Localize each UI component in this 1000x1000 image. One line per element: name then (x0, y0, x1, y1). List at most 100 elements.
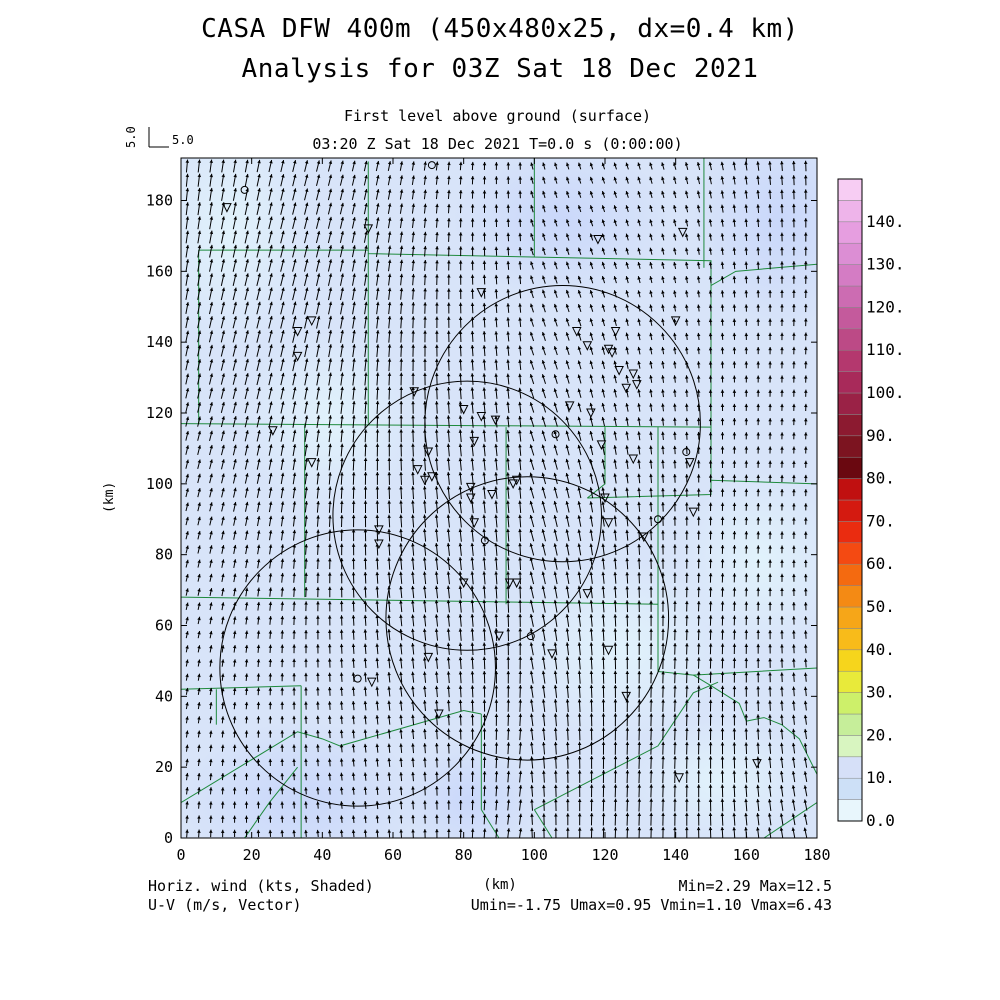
wind-vector (732, 361, 737, 369)
wind-vector (327, 188, 333, 201)
wind-vector (792, 630, 796, 639)
wind-vector (780, 474, 784, 482)
wind-vector (720, 361, 725, 369)
wind-vector (221, 573, 225, 583)
wind-vector (363, 400, 368, 414)
wind-vector (518, 742, 523, 755)
wind-vector (304, 174, 309, 187)
wind-vector (209, 573, 213, 582)
wind-vector (411, 771, 415, 782)
wind-vector (661, 812, 665, 826)
wind-vector (804, 460, 808, 468)
wind-vector (446, 387, 451, 400)
wind-vector (577, 628, 582, 642)
wind-vector (577, 472, 582, 484)
wind-vector (197, 758, 201, 766)
wind-vector (316, 287, 321, 301)
radar-range-ring (219, 529, 496, 807)
wind-vector (732, 332, 737, 340)
wind-vector (780, 686, 784, 697)
wind-vector (268, 230, 273, 244)
wind-vector (768, 318, 772, 326)
wind-vector (185, 602, 189, 610)
wind-vector (494, 204, 499, 213)
wind-vector (613, 812, 618, 826)
wind-vector (518, 345, 522, 356)
wind-vector (339, 202, 345, 215)
wind-vector (780, 460, 784, 468)
wind-vector (434, 614, 439, 627)
wind-vector (744, 232, 749, 242)
wind-vector (768, 261, 772, 270)
wind-vector (756, 784, 760, 797)
wind-vector (780, 418, 784, 426)
wind-vector (387, 528, 391, 542)
wind-vector (577, 642, 582, 656)
wind-vector (577, 332, 582, 341)
wind-vector (732, 247, 737, 256)
wind-vector (696, 290, 701, 298)
wind-vector (197, 659, 201, 667)
wind-vector (529, 458, 535, 470)
x-tick-label: 20 (243, 846, 261, 864)
wind-vector (684, 332, 689, 340)
wind-vector (494, 713, 499, 726)
wind-vector (256, 415, 261, 428)
wind-vector (601, 360, 606, 370)
wind-vector (423, 814, 427, 824)
wind-vector (720, 474, 725, 483)
wind-vector (661, 713, 665, 727)
wind-vector (339, 758, 344, 767)
wind-vector (577, 515, 582, 527)
wind-vector (458, 232, 463, 242)
colorbar-segment (837, 221, 863, 244)
wind-vector (363, 758, 368, 767)
wind-vector (661, 784, 665, 798)
wind-vector (601, 684, 606, 698)
wind-vector (625, 445, 629, 455)
wind-vector (613, 770, 618, 784)
wind-vector (256, 601, 261, 611)
wind-vector (292, 701, 296, 710)
wind-vector (708, 233, 713, 241)
wind-vector (696, 586, 701, 598)
wind-vector (375, 743, 380, 753)
wind-vector (208, 401, 214, 413)
wind-vector (208, 344, 214, 357)
wind-vector (339, 686, 344, 696)
station-triangle (476, 288, 487, 298)
wind-vector (732, 290, 737, 298)
wind-vector (434, 486, 439, 500)
wind-vector (280, 501, 285, 513)
wind-vector (280, 444, 285, 456)
wind-vector (351, 629, 356, 640)
wind-vector (209, 645, 213, 653)
wind-vector (506, 345, 510, 356)
wind-vector (684, 474, 689, 483)
wind-vector (649, 318, 653, 326)
wind-vector (518, 331, 522, 342)
wind-vector (244, 501, 249, 512)
wind-vector (458, 628, 463, 641)
wind-vector (779, 813, 784, 826)
station-triangle (504, 578, 515, 589)
wind-vector (589, 346, 594, 355)
wind-vector (792, 658, 796, 668)
wind-vector (351, 216, 356, 229)
wind-vector (292, 486, 297, 499)
wind-vector (542, 190, 546, 199)
wind-vector (720, 375, 725, 383)
wind-vector (625, 162, 629, 170)
wind-vector (482, 771, 487, 783)
wind-vector (708, 176, 713, 185)
wind-vector (470, 274, 475, 285)
wind-vector (732, 812, 736, 826)
wind-vector (613, 670, 618, 684)
wind-vector (185, 430, 190, 441)
wind-vector (292, 358, 297, 372)
station-triangle (631, 380, 642, 390)
wind-vector (256, 744, 261, 752)
wind-vector (601, 346, 606, 355)
wind-vector (565, 529, 570, 542)
colorbar-segment (837, 285, 863, 308)
